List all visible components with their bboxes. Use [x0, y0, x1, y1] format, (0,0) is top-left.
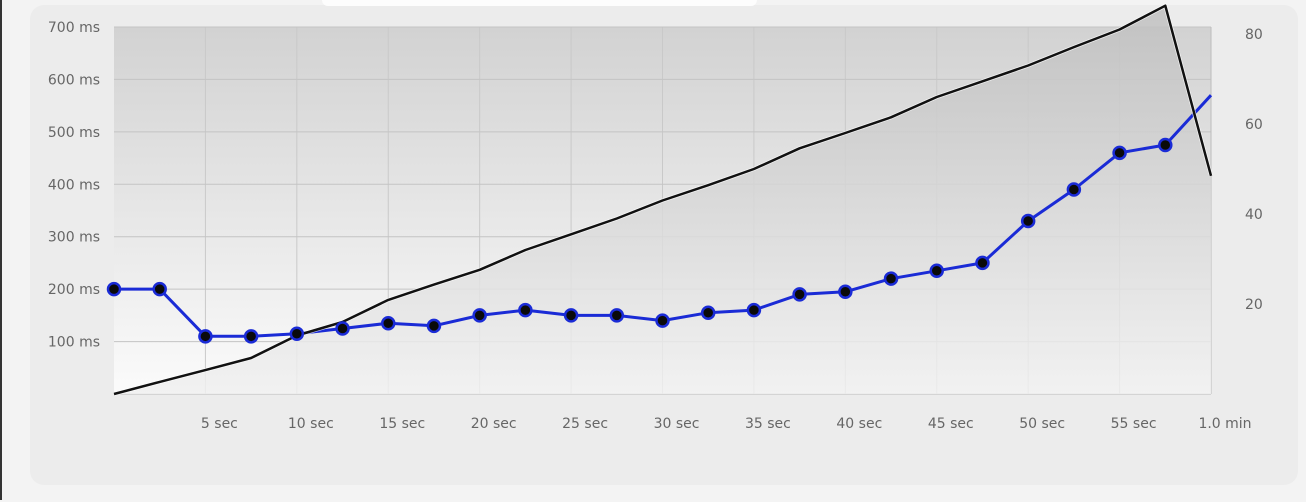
y-left-tick-label: 200 ms	[48, 282, 100, 298]
x-tick-label: 20 sec	[471, 416, 517, 432]
series-0-point	[381, 315, 396, 331]
x-tick-label: 15 sec	[379, 416, 425, 432]
series-0-point	[746, 302, 762, 318]
x-tick-label: 30 sec	[654, 416, 700, 432]
x-tick-label: 55 sec	[1111, 416, 1157, 432]
x-tick-label: 50 sec	[1019, 416, 1065, 432]
x-tick-label: 1.0 min	[1198, 416, 1251, 432]
series-0-point	[929, 263, 944, 279]
series-0-point	[106, 281, 122, 297]
series-0-point	[152, 281, 167, 297]
series-0-point	[883, 271, 899, 286]
series-0-point	[426, 318, 442, 334]
series-1-area	[114, 5, 1211, 394]
series-0-point	[655, 313, 670, 328]
y-left-tick-label: 100 ms	[48, 335, 100, 351]
axis-labels: 5 sec 10 sec 15 sec 20 sec 25 sec 30 sec 35 se…	[48, 20, 1263, 432]
series-0-point	[838, 284, 853, 300]
series-0-point	[518, 302, 533, 318]
series-0-point	[1112, 145, 1127, 161]
series-0-point	[472, 308, 487, 323]
series-0-point	[1020, 213, 1036, 229]
y-left-tick-label: 300 ms	[48, 230, 100, 246]
x-tick-label: 35 sec	[745, 416, 791, 432]
y-right-tick-label: 20	[1245, 297, 1263, 313]
series-0-point	[609, 308, 625, 323]
series-0-point	[700, 305, 716, 320]
x-tick-label: 45 sec	[928, 416, 974, 432]
x-tick-label: 25 sec	[562, 416, 608, 432]
series-0-point	[1158, 137, 1173, 153]
y-left-tick-label: 600 ms	[48, 72, 100, 88]
point-layer	[106, 137, 1173, 344]
y-right-tick-label: 60	[1245, 117, 1263, 133]
y-right-tick-label: 40	[1245, 207, 1263, 223]
y-left-tick-label: 400 ms	[48, 177, 100, 193]
series-0-point	[335, 321, 350, 336]
series-0-point	[1066, 182, 1082, 197]
area-layer	[114, 5, 1211, 394]
series-0-point	[563, 308, 579, 323]
top-tab	[322, 0, 757, 6]
series-0-point	[243, 329, 259, 344]
series-0-point	[792, 287, 807, 302]
series-0-point	[289, 326, 305, 341]
series-0-point	[198, 329, 213, 344]
x-tick-label: 40 sec	[836, 416, 882, 432]
x-tick-label: 10 sec	[288, 416, 334, 432]
series-0-point	[975, 255, 990, 271]
x-tick-label: 5 sec	[201, 416, 238, 432]
y-right-tick-label: 80	[1245, 27, 1263, 43]
y-left-tick-label: 500 ms	[48, 125, 100, 141]
y-left-tick-label: 700 ms	[48, 20, 100, 36]
